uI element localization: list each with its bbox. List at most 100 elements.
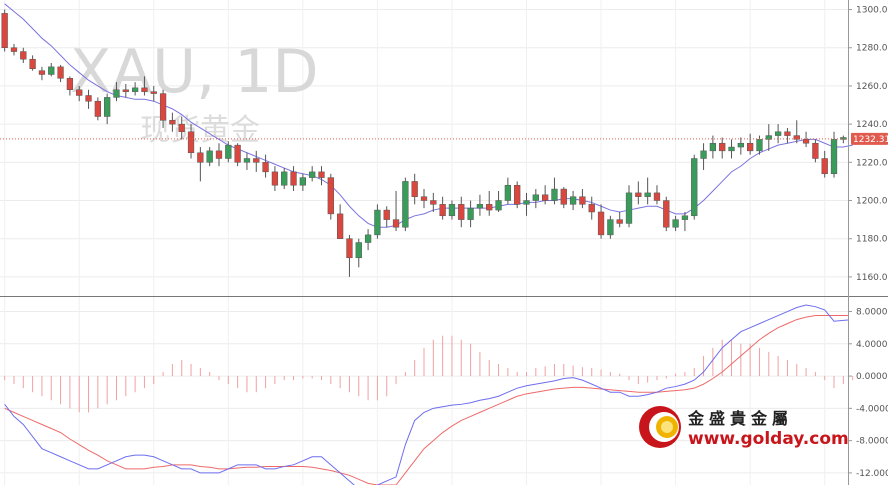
candle-body <box>663 200 670 228</box>
candle-body <box>420 196 428 201</box>
price-tick-label: 1300.00 <box>856 6 888 16</box>
candle-body <box>215 150 223 159</box>
macd-tick-label: 8.0000 <box>856 308 888 318</box>
candle-body <box>29 58 36 69</box>
signal-line <box>4 315 848 485</box>
candle-body <box>346 238 353 259</box>
candle-body <box>495 200 502 211</box>
candle-body <box>747 142 754 152</box>
candle-body <box>486 204 493 211</box>
candle-body <box>262 162 269 173</box>
candle-body <box>691 158 698 217</box>
macd-histogram <box>4 335 854 413</box>
candle-body <box>364 234 372 243</box>
candle-body <box>551 188 558 201</box>
candle-body <box>542 194 549 201</box>
price-tick-label: 1160.00 <box>856 273 888 283</box>
candle-body <box>448 204 456 217</box>
candle-body <box>309 171 316 178</box>
macd-axis[interactable]: 8.0000 4.0000 0.0000 -4.0000 -8.0000 -12.0000 <box>848 308 888 479</box>
macd-tick-label: 4.0000 <box>856 340 888 350</box>
candle-body <box>607 219 614 236</box>
watermark-symbol: XAU, 1D <box>70 37 319 107</box>
candle-body <box>66 78 74 91</box>
candle-body <box>784 131 791 136</box>
candle-body <box>635 192 642 197</box>
candle-body <box>169 120 176 125</box>
price-tag-label: 1232.31 <box>853 135 888 145</box>
macd-tick-label: -12.0000 <box>856 469 888 479</box>
candle-body <box>1 13 8 48</box>
candle-body <box>327 177 334 215</box>
candle-body <box>430 200 437 205</box>
candle-body <box>737 142 744 148</box>
candle-body <box>560 188 567 205</box>
candle-body <box>197 152 204 163</box>
candle-body <box>411 181 418 197</box>
candle-body <box>383 209 390 220</box>
candle-body <box>159 93 167 121</box>
candle-body <box>774 131 782 136</box>
candle-body <box>113 89 120 98</box>
candle-body <box>48 66 55 75</box>
candle-body <box>523 200 530 205</box>
candle-body <box>709 142 717 152</box>
price-tick-label: 1220.00 <box>856 158 888 168</box>
grid <box>0 0 848 485</box>
candle-body <box>756 139 763 152</box>
candle-body <box>402 181 409 228</box>
candle-body <box>458 204 465 220</box>
candle-body <box>765 135 772 140</box>
macd-tick-label: -8.0000 <box>856 437 888 447</box>
candle-body <box>141 87 148 92</box>
candle-body <box>20 51 27 60</box>
candle-body <box>625 192 633 224</box>
price-tag: 1232.31 <box>851 132 888 145</box>
candle-body <box>392 219 400 228</box>
candle-body <box>812 142 819 159</box>
candlestick-series <box>1 9 847 277</box>
candle-body <box>57 66 64 79</box>
candle-body <box>85 95 92 102</box>
price-tick-label: 1240.00 <box>856 120 888 130</box>
candle-body <box>719 142 726 152</box>
candle-body <box>336 213 344 239</box>
candle-body <box>243 158 251 163</box>
candle-body <box>644 192 651 197</box>
macd-lines <box>4 304 848 485</box>
candle-body <box>178 123 185 133</box>
candle-body <box>653 192 661 201</box>
candle-body <box>597 211 605 236</box>
macd-tick-label: -4.0000 <box>856 404 888 414</box>
candle-body <box>504 184 512 201</box>
candle-body <box>569 196 577 205</box>
macd-line <box>4 304 848 485</box>
candle-body <box>681 215 689 220</box>
candle-body <box>476 204 484 209</box>
candle-body <box>10 47 18 52</box>
candle-body <box>802 139 810 144</box>
candle-body <box>206 150 213 163</box>
golday-logo[interactable]: 金盛貴金屬 www.golday.com <box>639 406 849 449</box>
candle-body <box>290 171 297 186</box>
candle-body <box>253 158 260 163</box>
candle-body <box>187 131 195 154</box>
price-tick-label: 1200.00 <box>856 197 888 207</box>
candle-body <box>150 91 157 94</box>
candle-body <box>131 87 139 92</box>
ma-line <box>4 3 853 228</box>
logo-url: www.golday.com <box>688 429 849 449</box>
candle-body <box>700 150 707 159</box>
price-axis[interactable]: 1160.00 1180.00 1200.00 1220.00 1240.00 1260.… <box>848 6 888 283</box>
candle-body <box>76 89 83 96</box>
candle-body <box>532 194 539 201</box>
logo-emblem-icon <box>639 406 681 448</box>
candle-body <box>588 204 595 213</box>
price-tick-label: 1280.00 <box>856 44 888 54</box>
candle-body <box>728 146 735 152</box>
candle-body <box>830 139 838 175</box>
moving-average <box>4 3 853 228</box>
candle-body <box>318 171 325 178</box>
price-tick-label: 1180.00 <box>856 235 888 245</box>
candle-body <box>439 204 446 217</box>
